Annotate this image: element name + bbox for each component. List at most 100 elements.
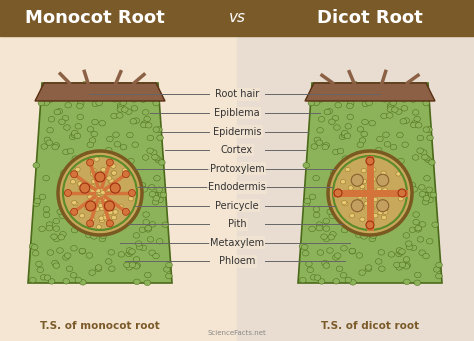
Ellipse shape xyxy=(389,83,395,88)
Ellipse shape xyxy=(33,201,40,207)
Ellipse shape xyxy=(322,144,328,150)
Ellipse shape xyxy=(424,176,430,181)
Ellipse shape xyxy=(84,212,91,218)
Ellipse shape xyxy=(423,127,429,132)
Ellipse shape xyxy=(329,187,336,192)
Ellipse shape xyxy=(378,210,383,215)
Ellipse shape xyxy=(109,179,114,183)
Ellipse shape xyxy=(72,201,77,205)
Ellipse shape xyxy=(385,208,392,214)
Circle shape xyxy=(366,221,374,229)
Ellipse shape xyxy=(29,243,36,249)
Ellipse shape xyxy=(91,170,96,174)
Ellipse shape xyxy=(423,155,430,161)
Ellipse shape xyxy=(156,187,163,192)
Ellipse shape xyxy=(103,213,108,218)
Ellipse shape xyxy=(328,119,335,124)
Ellipse shape xyxy=(38,100,45,106)
Ellipse shape xyxy=(74,133,81,139)
Ellipse shape xyxy=(392,107,398,112)
Ellipse shape xyxy=(375,147,382,153)
Ellipse shape xyxy=(360,188,365,192)
Ellipse shape xyxy=(83,189,90,194)
Ellipse shape xyxy=(143,219,149,225)
Ellipse shape xyxy=(89,205,94,210)
Ellipse shape xyxy=(84,205,90,210)
Ellipse shape xyxy=(153,196,160,201)
Ellipse shape xyxy=(140,122,147,128)
Ellipse shape xyxy=(154,155,160,161)
Ellipse shape xyxy=(147,148,154,153)
Ellipse shape xyxy=(73,202,78,206)
Ellipse shape xyxy=(313,175,319,181)
Ellipse shape xyxy=(333,149,339,155)
Ellipse shape xyxy=(410,97,417,102)
Ellipse shape xyxy=(140,97,146,102)
Ellipse shape xyxy=(318,117,325,122)
Ellipse shape xyxy=(340,272,347,278)
Circle shape xyxy=(86,201,96,211)
Ellipse shape xyxy=(94,201,99,206)
Ellipse shape xyxy=(317,128,323,133)
Ellipse shape xyxy=(126,248,133,253)
Ellipse shape xyxy=(308,100,315,106)
Ellipse shape xyxy=(347,101,354,106)
Ellipse shape xyxy=(91,228,98,233)
Ellipse shape xyxy=(96,100,102,106)
Ellipse shape xyxy=(417,237,424,242)
Ellipse shape xyxy=(118,104,124,110)
Ellipse shape xyxy=(104,225,110,231)
Ellipse shape xyxy=(378,178,385,184)
Ellipse shape xyxy=(144,116,151,122)
Ellipse shape xyxy=(300,277,306,283)
Ellipse shape xyxy=(95,192,100,196)
Ellipse shape xyxy=(340,95,347,101)
Ellipse shape xyxy=(46,140,53,146)
Ellipse shape xyxy=(63,90,69,95)
Ellipse shape xyxy=(98,191,103,195)
Ellipse shape xyxy=(360,184,365,189)
Circle shape xyxy=(366,157,374,165)
Ellipse shape xyxy=(54,109,61,115)
Ellipse shape xyxy=(415,225,421,231)
Ellipse shape xyxy=(73,198,79,203)
Ellipse shape xyxy=(373,213,378,218)
Circle shape xyxy=(104,201,114,211)
Ellipse shape xyxy=(89,91,96,97)
Ellipse shape xyxy=(361,234,367,239)
Ellipse shape xyxy=(362,179,366,184)
Ellipse shape xyxy=(86,253,93,258)
Ellipse shape xyxy=(95,265,102,270)
Ellipse shape xyxy=(65,95,72,100)
Text: Protoxylem: Protoxylem xyxy=(210,164,264,174)
Ellipse shape xyxy=(364,201,369,206)
Ellipse shape xyxy=(136,241,142,246)
Circle shape xyxy=(328,151,412,235)
Ellipse shape xyxy=(79,249,86,254)
Circle shape xyxy=(128,190,136,196)
Ellipse shape xyxy=(75,277,82,283)
Ellipse shape xyxy=(102,158,109,163)
Ellipse shape xyxy=(78,186,83,190)
Ellipse shape xyxy=(46,225,53,231)
Ellipse shape xyxy=(98,91,105,97)
Ellipse shape xyxy=(31,244,38,250)
Ellipse shape xyxy=(370,188,376,193)
Ellipse shape xyxy=(88,168,94,174)
Circle shape xyxy=(71,171,78,178)
Ellipse shape xyxy=(369,218,374,223)
Ellipse shape xyxy=(122,178,129,184)
Ellipse shape xyxy=(153,253,159,259)
Ellipse shape xyxy=(403,264,410,269)
Ellipse shape xyxy=(132,142,138,147)
Ellipse shape xyxy=(390,144,397,150)
Ellipse shape xyxy=(71,132,78,138)
Ellipse shape xyxy=(378,179,383,184)
Ellipse shape xyxy=(85,151,91,157)
Ellipse shape xyxy=(121,107,128,112)
Ellipse shape xyxy=(428,160,435,165)
Ellipse shape xyxy=(386,113,393,118)
Ellipse shape xyxy=(156,238,163,244)
Ellipse shape xyxy=(322,261,328,266)
Polygon shape xyxy=(298,83,442,283)
